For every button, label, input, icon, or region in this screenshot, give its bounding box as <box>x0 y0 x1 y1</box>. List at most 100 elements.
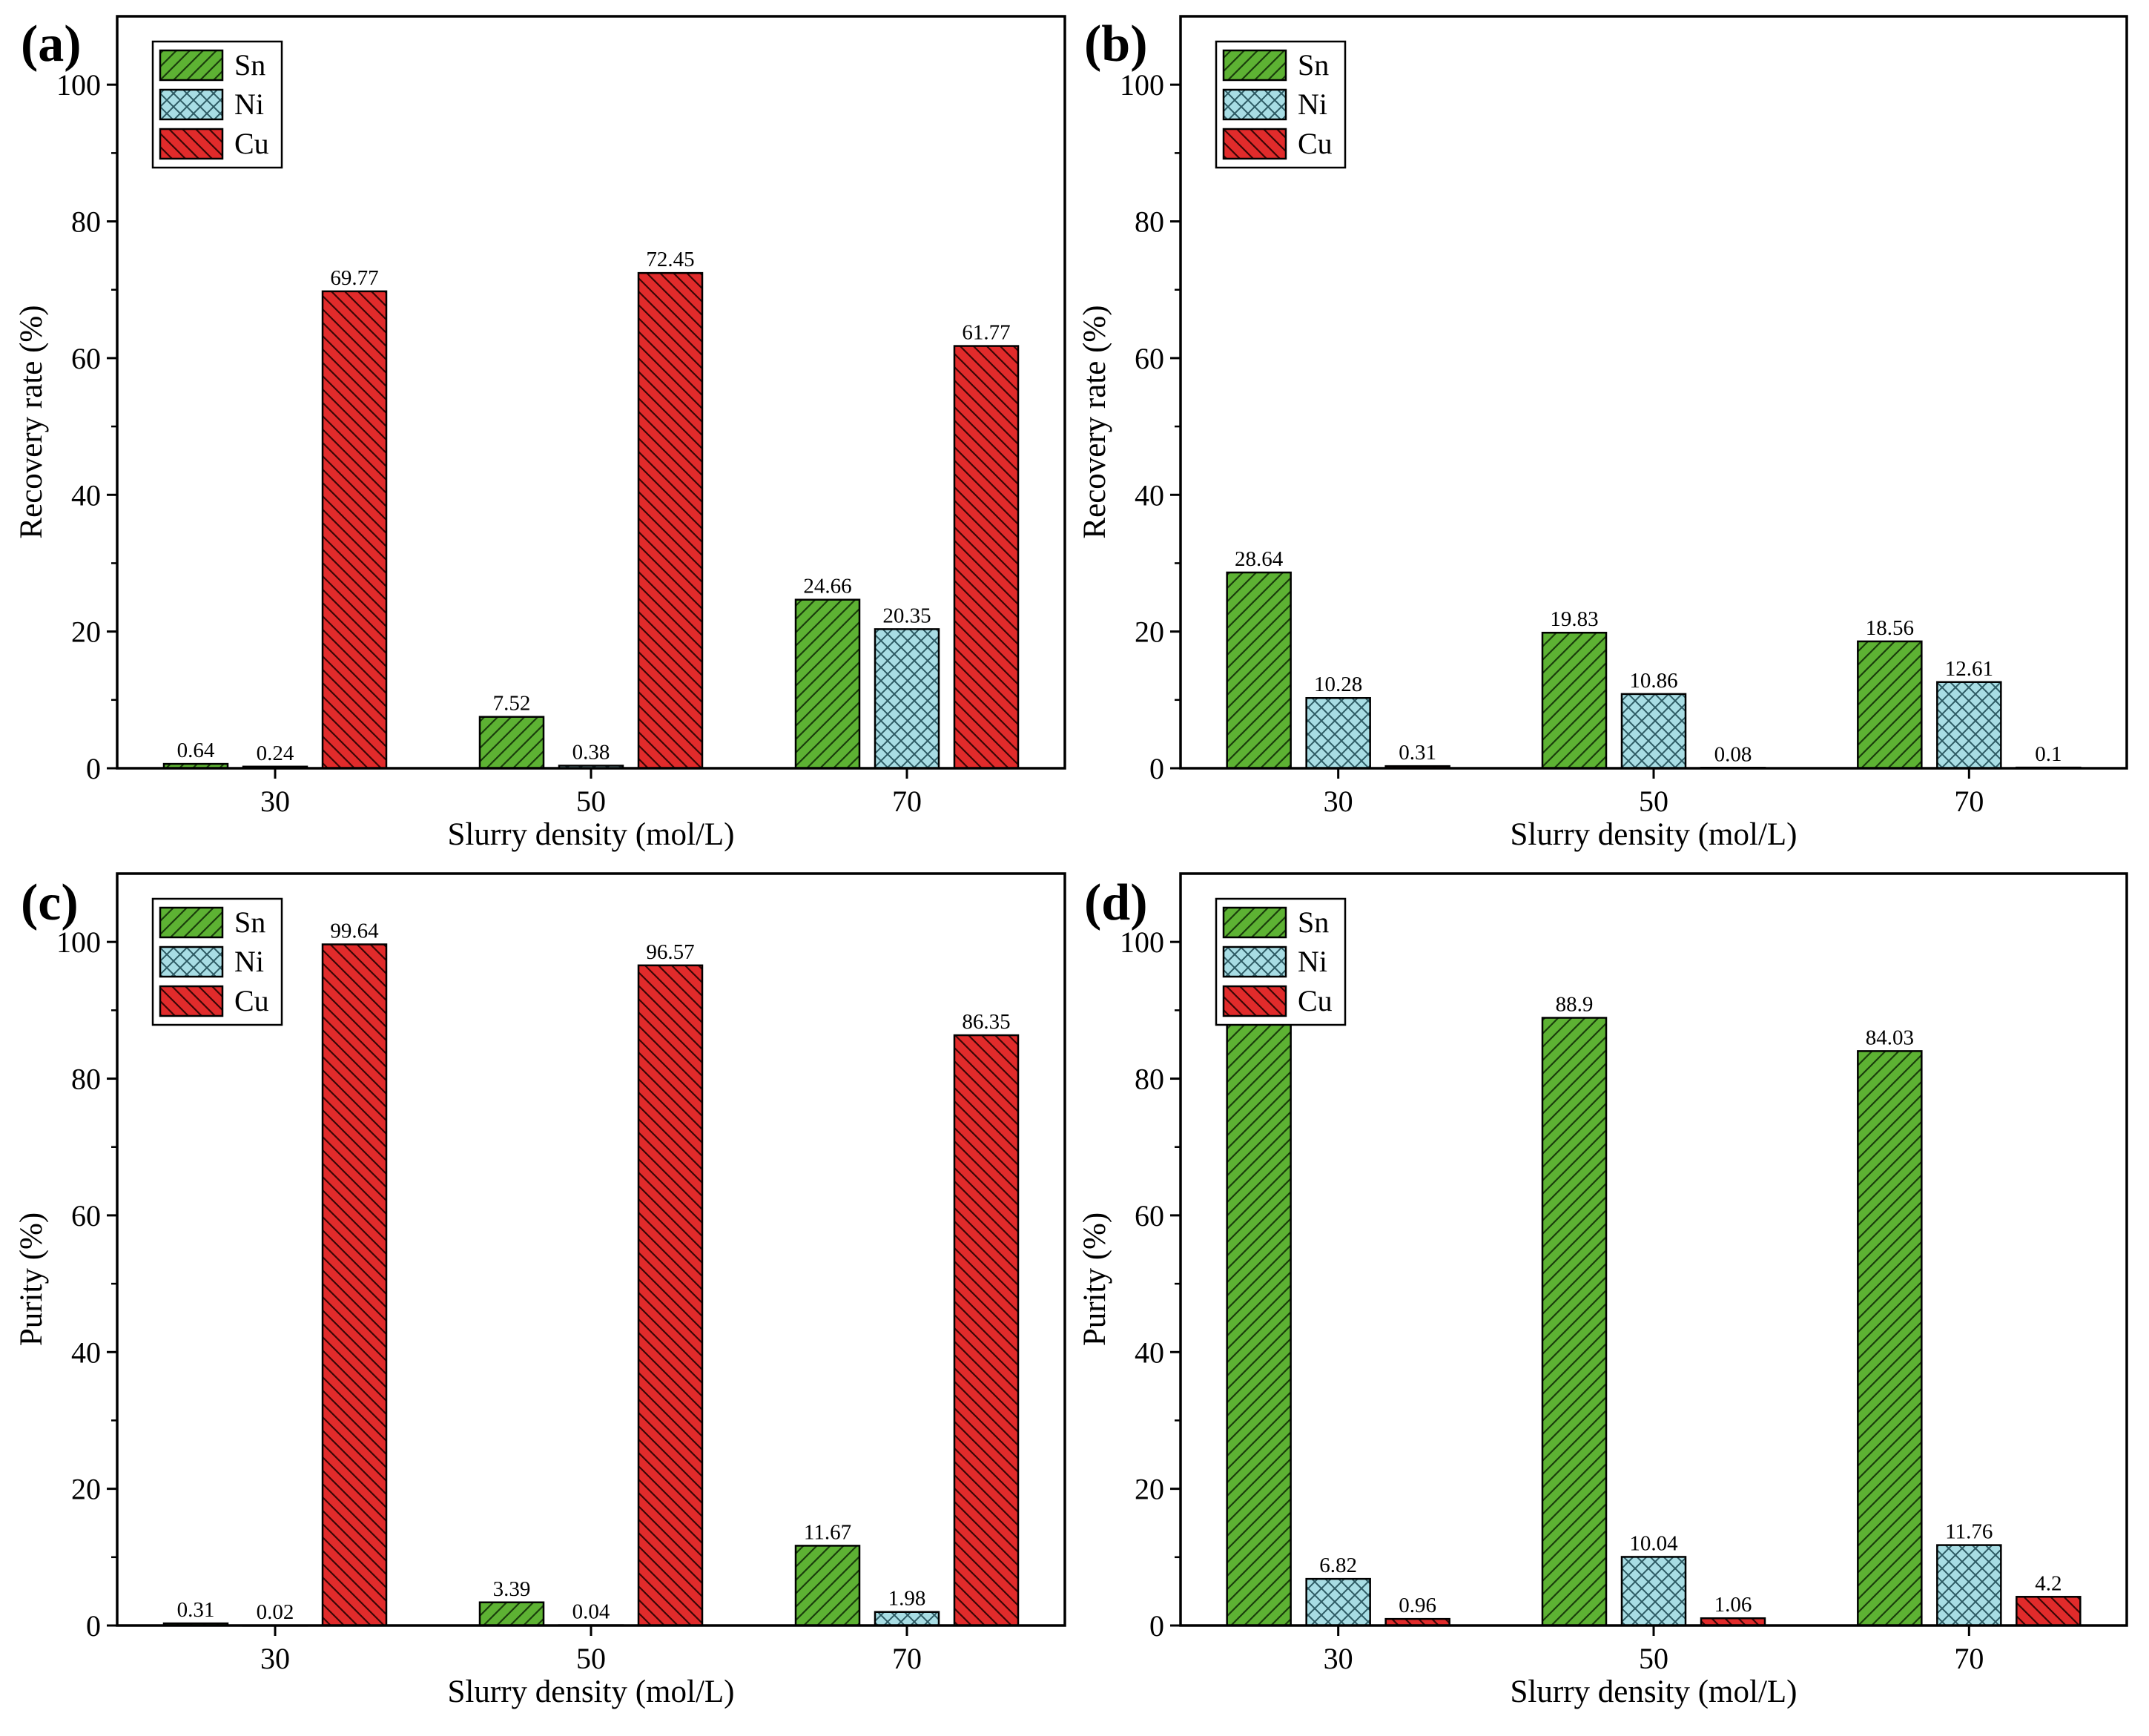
legend-label: Sn <box>1298 905 1329 939</box>
data-label: 88.9 <box>1556 993 1594 1017</box>
y-tick-label: 80 <box>1135 1063 1164 1096</box>
legend-swatch-ni <box>159 88 224 121</box>
x-tick-label: 30 <box>1324 785 1353 818</box>
x-tick-label: 50 <box>576 1642 606 1675</box>
panel-label: (b) <box>1084 16 1148 73</box>
legend-swatch-sn <box>1222 49 1287 82</box>
legend: Sn Ni Cu <box>1215 897 1347 1026</box>
y-tick-label: 80 <box>1135 205 1164 239</box>
y-tick-label: 20 <box>71 615 101 649</box>
y-tick-label: 60 <box>1135 1199 1164 1232</box>
y-tick-label: 0 <box>1149 1609 1164 1643</box>
bar-cu <box>953 1034 1020 1627</box>
data-label: 0.64 <box>177 739 215 762</box>
chart-panel-3: (c) 0.31 3.39 11.67 0.02 0.04 1.98 99.64 96.57 86… <box>14 872 1066 1709</box>
data-label: 4.2 <box>2035 1571 2061 1595</box>
bar-sn <box>794 1545 861 1627</box>
x-tick-label: 70 <box>892 1642 922 1675</box>
chart-panel-2: (b) 28.64 19.83 18.56 10.28 10.86 12.61 0.31 0.0… <box>1077 15 2128 852</box>
legend-label: Cu <box>1298 127 1333 160</box>
data-label: 99.64 <box>330 920 379 943</box>
data-label: 10.28 <box>1314 673 1362 696</box>
bar-sn <box>794 598 861 770</box>
y-axis-title: Purity (%) <box>1077 1212 1112 1346</box>
y-tick-label: 60 <box>71 342 101 375</box>
legend-swatch-sn <box>159 49 224 82</box>
legend-label: Sn <box>234 905 265 939</box>
panel-label: (d) <box>1084 874 1148 931</box>
data-label: 10.04 <box>1629 1531 1678 1555</box>
legend-label: Cu <box>234 127 269 160</box>
data-label: 3.39 <box>493 1577 531 1601</box>
y-tick-label: 0 <box>1149 752 1164 785</box>
data-label: 72.45 <box>646 248 694 271</box>
y-tick-label: 40 <box>71 478 101 512</box>
legend-label: Ni <box>234 88 264 121</box>
data-label: 20.35 <box>882 604 931 627</box>
x-tick-label: 50 <box>576 785 606 818</box>
data-label: 28.64 <box>1235 547 1284 571</box>
data-label: 6.82 <box>1319 1554 1357 1577</box>
bar-ni <box>1305 1577 1371 1627</box>
bar-cu <box>637 271 704 770</box>
data-label: 10.86 <box>1629 669 1677 693</box>
bar-sn <box>1226 571 1292 770</box>
data-label: 24.66 <box>803 575 851 598</box>
bar-cu <box>2016 1596 2082 1627</box>
legend-swatch-ni <box>159 945 224 978</box>
bar-sn <box>1541 631 1608 770</box>
y-axis-title: Recovery rate (%) <box>1077 305 1112 538</box>
data-label: 0.31 <box>1399 741 1436 765</box>
data-label: 0.24 <box>257 742 294 765</box>
bar-sn <box>1226 994 1292 1627</box>
data-label: 11.76 <box>1945 1520 1993 1544</box>
bar-cu <box>953 345 1020 770</box>
data-label: 0.08 <box>1714 742 1752 766</box>
y-axis-title: Recovery rate (%) <box>14 305 49 538</box>
y-tick-label: 40 <box>1135 478 1164 512</box>
y-tick-label: 40 <box>71 1336 101 1369</box>
bar-ni <box>1936 1544 2002 1627</box>
data-label: 12.61 <box>1945 657 1993 681</box>
y-tick-label: 20 <box>71 1473 101 1506</box>
bar-ni <box>1620 1556 1687 1627</box>
legend-label: Sn <box>234 48 265 82</box>
x-tick-label: 50 <box>1639 785 1668 818</box>
data-label: 1.06 <box>1714 1593 1752 1617</box>
legend-swatch-sn <box>1222 906 1287 939</box>
data-label: 1.98 <box>888 1587 926 1611</box>
data-label: 86.35 <box>962 1010 1010 1034</box>
legend-label: Cu <box>1298 984 1333 1017</box>
legend-label: Sn <box>1298 48 1329 82</box>
y-tick-label: 40 <box>1135 1336 1164 1369</box>
bar-sn <box>478 1601 545 1627</box>
legend-swatch-cu <box>159 128 224 160</box>
x-axis-title: Slurry density (mol/L) <box>1511 1674 1798 1709</box>
x-tick-label: 70 <box>1954 785 1984 818</box>
bar-cu <box>637 964 704 1627</box>
legend: Sn Ni Cu <box>1215 40 1347 169</box>
x-tick-label: 30 <box>260 1642 290 1675</box>
legend: Sn Ni Cu <box>151 897 283 1026</box>
x-tick-label: 30 <box>260 785 290 818</box>
y-tick-label: 100 <box>1120 925 1164 959</box>
data-label: 96.57 <box>646 940 694 964</box>
data-label: 69.77 <box>330 266 378 290</box>
data-label: 0.02 <box>257 1600 294 1624</box>
legend-label: Ni <box>1298 945 1327 978</box>
data-label: 7.52 <box>493 692 531 716</box>
y-tick-label: 0 <box>86 1609 101 1643</box>
bar-cu <box>321 290 388 770</box>
y-tick-label: 80 <box>71 1063 101 1096</box>
x-axis-title: Slurry density (mol/L) <box>448 1674 735 1709</box>
y-tick-label: 20 <box>1135 1473 1164 1506</box>
panel-label: (c) <box>21 874 79 931</box>
y-tick-label: 60 <box>1135 342 1164 375</box>
bar-ni <box>1305 696 1371 770</box>
chart-panel-1: (a) 0.64 7.52 24.66 0.24 0.38 20.35 69.77 72.45 6… <box>14 15 1066 852</box>
x-tick-label: 30 <box>1324 1642 1353 1675</box>
y-tick-label: 100 <box>1120 68 1164 102</box>
data-label: 18.56 <box>1866 616 1914 640</box>
legend: Sn Ni Cu <box>151 40 283 169</box>
